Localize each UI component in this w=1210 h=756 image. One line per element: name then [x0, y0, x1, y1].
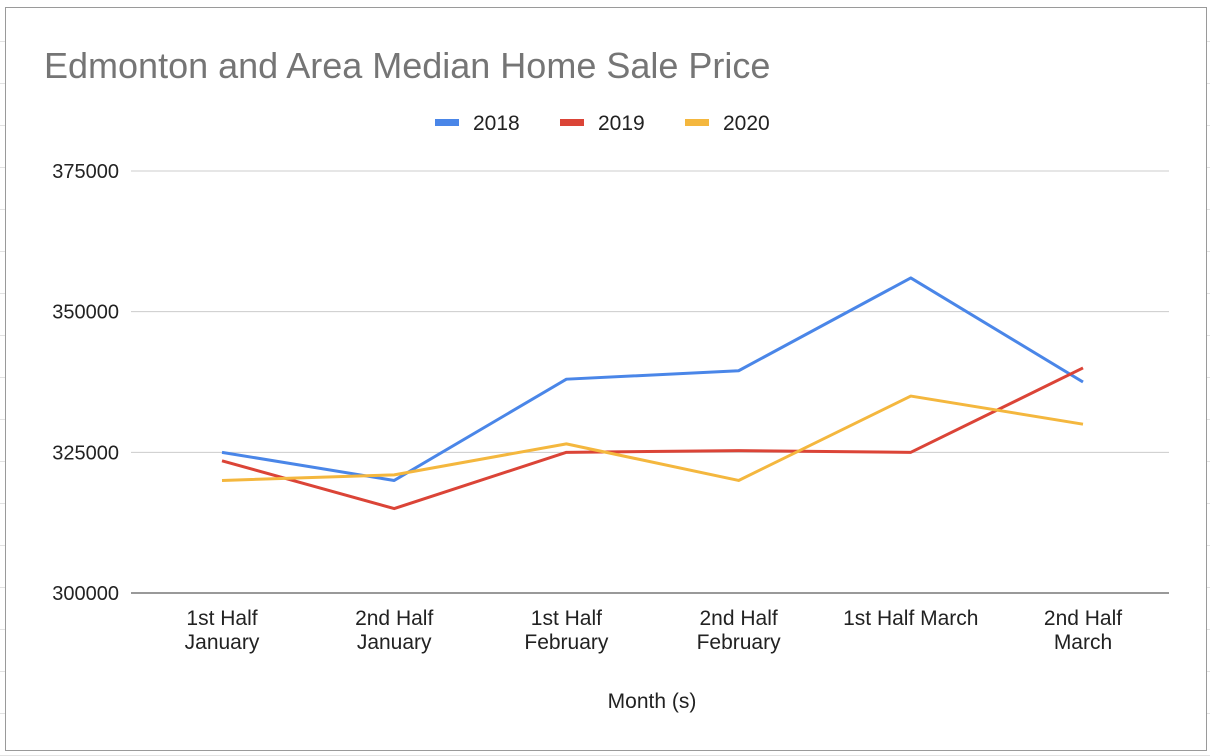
legend-label-2020: 2020 [723, 112, 770, 135]
y-tick-label: 375000 [52, 161, 119, 183]
series-lines [221, 276, 1084, 511]
x-tick-label: 2nd Half January [355, 607, 433, 654]
series-line-2020 [221, 394, 1084, 482]
series-line-2019 [221, 366, 1084, 511]
line-chart: Edmonton and Area Median Home Sale Price… [44, 45, 1169, 713]
legend-label-2018: 2018 [473, 112, 520, 135]
chart-title: Edmonton and Area Median Home Sale Price [44, 45, 770, 86]
legend-swatch-2020 [685, 119, 709, 126]
y-axis-ticks: 300000 325000 350000 375000 [52, 161, 119, 605]
gridlines [131, 170, 1169, 594]
y-tick-label: 300000 [52, 583, 119, 605]
x-axis-ticks: 1st Half January 2nd Half January 1st Half Fe… [185, 607, 1123, 654]
x-tick-label: 1st Half March [843, 607, 978, 630]
x-axis-label: Month (s) [608, 690, 697, 713]
y-tick-label: 350000 [52, 302, 119, 324]
legend: 2018 2019 2020 [435, 112, 770, 135]
x-tick-label: 1st Half January [185, 607, 260, 654]
legend-swatch-2018 [435, 119, 459, 126]
y-tick-label: 325000 [52, 442, 119, 464]
chart-container[interactable]: Edmonton and Area Median Home Sale Price… [5, 7, 1207, 751]
legend-swatch-2019 [560, 119, 584, 126]
x-tick-label: 2nd Half March [1044, 607, 1122, 654]
legend-label-2019: 2019 [598, 112, 645, 135]
x-tick-label: 2nd Half February [697, 607, 782, 654]
x-tick-label: 1st Half February [524, 607, 609, 654]
